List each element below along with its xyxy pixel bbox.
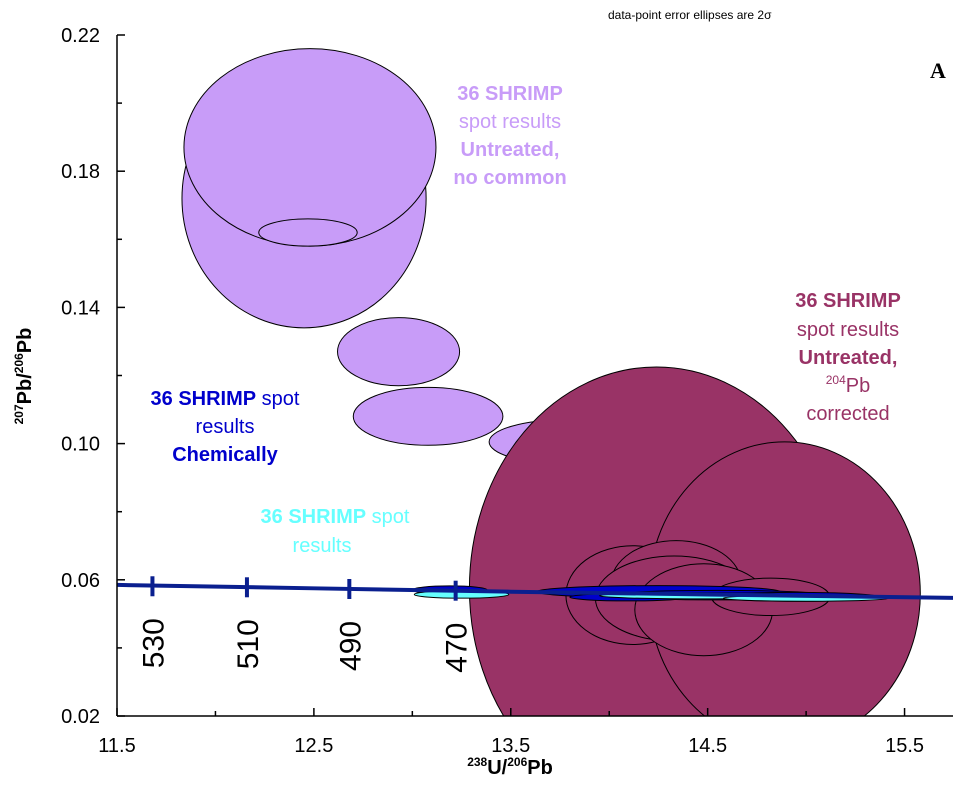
annotation-line: Chemically [172, 444, 278, 466]
error-ellipse-note: data-point error ellipses are 2σ [608, 8, 772, 22]
y-tick-labels: 0.02 0.06 0.10 0.14 0.18 0.22 [61, 25, 100, 728]
annotation-line: corrected [806, 403, 889, 425]
series-untreated-204-corrected [468, 366, 921, 716]
age-tick-label: 510 [232, 619, 265, 669]
annotation-chemically: 36 SHRIMP spot results Chemically [151, 388, 300, 466]
annotation-line: results [196, 416, 255, 438]
error-ellipse [183, 48, 437, 247]
y-tick-label: 0.22 [61, 25, 100, 47]
y-tick-label: 0.10 [61, 434, 100, 456]
annotation-line: Untreated, [461, 139, 560, 161]
x-tick-label: 14.5 [688, 735, 727, 757]
y-tick-label: 0.14 [61, 297, 100, 319]
x-tick-labels: 11.5 12.5 13.5 14.5 15.5 [98, 735, 924, 757]
annotation-line: no common [453, 167, 566, 189]
series-untreated-no-common [181, 48, 644, 529]
annotation-line: 36 SHRIMP spot [151, 388, 300, 410]
ellipses-layer [181, 48, 921, 716]
x-axis-title: 238U/206Pb [467, 755, 553, 779]
age-ticks-layer: 530 510 490 470 [137, 576, 474, 673]
error-ellipse [352, 386, 504, 446]
y-tick-label: 0.18 [61, 161, 100, 183]
age-tick-label: 470 [441, 623, 474, 673]
y-axis-title: 207Pb/206Pb [12, 328, 36, 425]
annotation-line: 36 SHRIMP [457, 83, 563, 105]
x-tick-label: 11.5 [98, 735, 135, 757]
annotation-line: spot results [797, 319, 899, 341]
x-tick-label: 13.5 [491, 735, 530, 757]
y-tick-label: 0.02 [61, 706, 100, 728]
y-tick-label: 0.06 [61, 570, 100, 592]
annotation-untreated-204-corrected: 36 SHRIMP spot results Untreated, 204Pb … [795, 290, 901, 425]
plot-area: 530 510 490 470 [117, 48, 953, 716]
annotation-line: 204Pb [826, 373, 871, 397]
axis-ticks [116, 34, 906, 717]
annotation-line: Untreated, [799, 347, 898, 369]
annotation-line: 36 SHRIMP spot [261, 506, 410, 528]
age-tick-label: 530 [137, 618, 170, 668]
x-tick-label: 12.5 [294, 735, 333, 757]
age-tick-label: 490 [334, 621, 367, 671]
annotation-line: 36 SHRIMP [795, 290, 901, 312]
annotation-untreated-no-common: 36 SHRIMP spot results Untreated, no com… [453, 83, 566, 189]
error-ellipse [258, 218, 358, 247]
annotation-annealed: 36 SHRIMP spot results [261, 506, 410, 557]
panel-label: A [930, 58, 946, 83]
error-ellipse [337, 317, 461, 387]
annotation-line: spot results [459, 111, 561, 133]
annotation-line: results [293, 535, 352, 557]
x-tick-label: 15.5 [885, 735, 924, 757]
